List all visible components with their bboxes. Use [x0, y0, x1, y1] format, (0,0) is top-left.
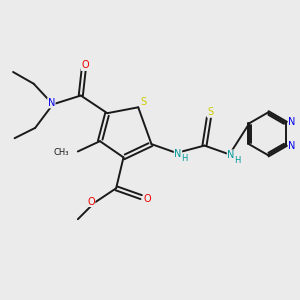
Text: N: N — [288, 117, 296, 127]
Text: S: S — [140, 97, 147, 107]
Text: S: S — [207, 107, 213, 117]
Text: N: N — [227, 150, 235, 160]
Text: H: H — [235, 156, 241, 165]
Text: CH₃: CH₃ — [53, 148, 69, 158]
Text: N: N — [48, 98, 55, 108]
Text: O: O — [81, 61, 89, 70]
Text: O: O — [144, 194, 152, 204]
Text: H: H — [182, 154, 188, 163]
Text: O: O — [87, 196, 95, 206]
Text: N: N — [288, 141, 296, 151]
Text: N: N — [174, 148, 182, 158]
